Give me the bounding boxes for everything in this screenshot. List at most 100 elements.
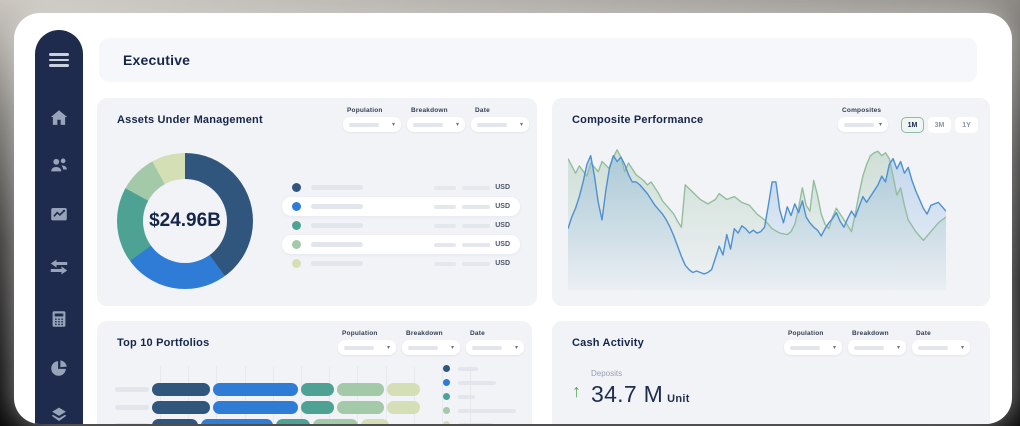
aum-legend-row: USD bbox=[282, 235, 520, 254]
legend-label-placeholder bbox=[311, 185, 363, 190]
bar-segment bbox=[276, 419, 310, 424]
date-filter: Date▾ bbox=[466, 330, 524, 355]
breakdown-filter: Breakdown▾ bbox=[848, 330, 906, 355]
legend-label-placeholder bbox=[458, 367, 478, 371]
legend-value-placeholder bbox=[434, 224, 456, 228]
chart-image-icon[interactable] bbox=[47, 202, 71, 226]
population-dropdown[interactable]: ▾ bbox=[784, 340, 842, 355]
bar-segment bbox=[337, 383, 384, 396]
population-dropdown[interactable]: ▾ bbox=[343, 117, 401, 132]
population-filter: Population ▾ bbox=[784, 330, 842, 355]
population-filter: Population ▾ bbox=[343, 107, 401, 132]
composites-dropdown[interactable]: ▾ bbox=[838, 117, 888, 132]
card-top-10-portfolios: Top 10 Portfolios Population▾Breakdown▾D… bbox=[97, 321, 532, 424]
legend-dot bbox=[443, 379, 450, 386]
home-icon[interactable] bbox=[47, 106, 71, 130]
legend-label-placeholder bbox=[458, 395, 475, 399]
aum-legend-row: USD bbox=[282, 197, 520, 216]
portfolio-row bbox=[115, 419, 423, 424]
deposits-label: Deposits bbox=[591, 369, 690, 378]
chevron-down-icon: ▾ bbox=[456, 122, 459, 128]
date-dropdown[interactable]: ▾ bbox=[466, 340, 524, 355]
portfolio-row bbox=[115, 401, 423, 414]
up-arrow-icon: ↑ bbox=[572, 382, 581, 400]
deposits-unit: Unit bbox=[667, 393, 690, 405]
legend-dot bbox=[292, 221, 301, 230]
card-assets-under-management: Assets Under Management Population▾Break… bbox=[97, 98, 537, 306]
composite-card-title: Composite Performance bbox=[572, 114, 703, 126]
aum-filter-row: Population▾Breakdown▾Date▾ bbox=[343, 107, 529, 132]
breakdown-dropdown[interactable]: ▾ bbox=[848, 340, 906, 355]
date-filter: Date ▾ bbox=[912, 330, 970, 355]
breakdown-filter: Breakdown▾ bbox=[402, 330, 460, 355]
dropdown-placeholder bbox=[790, 346, 820, 350]
legend-value-placeholder bbox=[462, 262, 490, 266]
calculator-icon[interactable] bbox=[47, 307, 71, 331]
date-dropdown[interactable]: ▾ bbox=[471, 117, 529, 132]
chevron-down-icon: ▾ bbox=[897, 345, 900, 351]
date-dropdown[interactable]: ▾ bbox=[912, 340, 970, 355]
bar-segment bbox=[301, 383, 334, 396]
portfolio-bars bbox=[115, 383, 423, 424]
range-1m-button[interactable]: 1M bbox=[901, 117, 924, 133]
legend-label-placeholder bbox=[458, 381, 496, 385]
legend-label-placeholder bbox=[311, 242, 363, 247]
dropdown-placeholder bbox=[854, 346, 884, 350]
breakdown-dropdown[interactable]: ▾ bbox=[402, 340, 460, 355]
legend-label-placeholder bbox=[311, 261, 363, 266]
composites-filter: Composites▾ bbox=[838, 107, 888, 132]
chevron-down-icon: ▾ bbox=[515, 345, 518, 351]
page-title: Executive bbox=[123, 52, 190, 68]
portfolio-label-placeholder bbox=[115, 423, 149, 424]
legend-label-placeholder bbox=[311, 223, 363, 228]
bar-segment bbox=[387, 401, 420, 414]
dropdown-placeholder bbox=[344, 346, 374, 350]
bar-segment bbox=[301, 401, 334, 414]
bar-segment bbox=[361, 419, 389, 424]
card-composite-performance: Composite Performance Composites▾ 1M3M1Y bbox=[552, 98, 990, 306]
layers-icon[interactable] bbox=[47, 403, 71, 424]
dropdown-placeholder bbox=[413, 123, 443, 127]
menu-line bbox=[49, 53, 69, 56]
transfer-arrows-icon[interactable] bbox=[47, 255, 71, 279]
legend-value-placeholder bbox=[434, 205, 456, 209]
bar-segment bbox=[313, 419, 358, 424]
composite-area-chart bbox=[568, 144, 946, 290]
pie-chart-icon[interactable] bbox=[47, 356, 71, 380]
portfolio-label-placeholder bbox=[115, 387, 149, 392]
legend-label-placeholder bbox=[458, 409, 516, 413]
legend-value-placeholder bbox=[462, 205, 490, 209]
aum-legend-row: USD bbox=[282, 254, 520, 273]
aum-legend-row: USD bbox=[282, 178, 520, 197]
aum-donut-chart: $24.96B bbox=[117, 153, 253, 289]
legend-dot bbox=[443, 393, 450, 400]
portfolio-legend bbox=[443, 365, 516, 424]
chevron-down-icon: ▾ bbox=[451, 345, 454, 351]
date-filter-label: Date bbox=[916, 330, 970, 337]
population-filter-label: Population bbox=[347, 107, 401, 114]
population-dropdown[interactable]: ▾ bbox=[338, 340, 396, 355]
date-filter-label: Date bbox=[475, 107, 529, 114]
menu-icon[interactable] bbox=[47, 48, 71, 72]
legend-value-placeholder bbox=[434, 262, 456, 266]
bar-segment bbox=[152, 401, 210, 414]
portfolios-card-title: Top 10 Portfolios bbox=[117, 337, 209, 349]
legend-dot bbox=[443, 407, 450, 414]
composites-filter-row: Composites▾ bbox=[838, 107, 888, 132]
range-3m-button[interactable]: 3M bbox=[928, 117, 951, 133]
breakdown-dropdown[interactable]: ▾ bbox=[407, 117, 465, 132]
chevron-down-icon: ▾ bbox=[961, 345, 964, 351]
card-cash-activity: Cash Activity Population▾Breakdown▾Date▾… bbox=[552, 321, 990, 424]
deposits-value: 34.7 MUnit bbox=[591, 381, 690, 408]
users-icon[interactable] bbox=[47, 153, 71, 177]
chevron-down-icon: ▾ bbox=[520, 122, 523, 128]
legend-label-placeholder bbox=[311, 204, 363, 209]
range-1y-button[interactable]: 1Y bbox=[955, 117, 978, 133]
currency-suffix: USD bbox=[495, 222, 510, 229]
sidebar bbox=[35, 30, 83, 424]
breakdown-filter: Breakdown▾ bbox=[407, 107, 465, 132]
population-filter-label: Population bbox=[788, 330, 842, 337]
portfolios-filter-row: Population▾Breakdown▾Date▾ bbox=[338, 330, 524, 355]
legend-value-placeholder bbox=[462, 186, 490, 190]
cash-card-title: Cash Activity bbox=[572, 337, 644, 349]
